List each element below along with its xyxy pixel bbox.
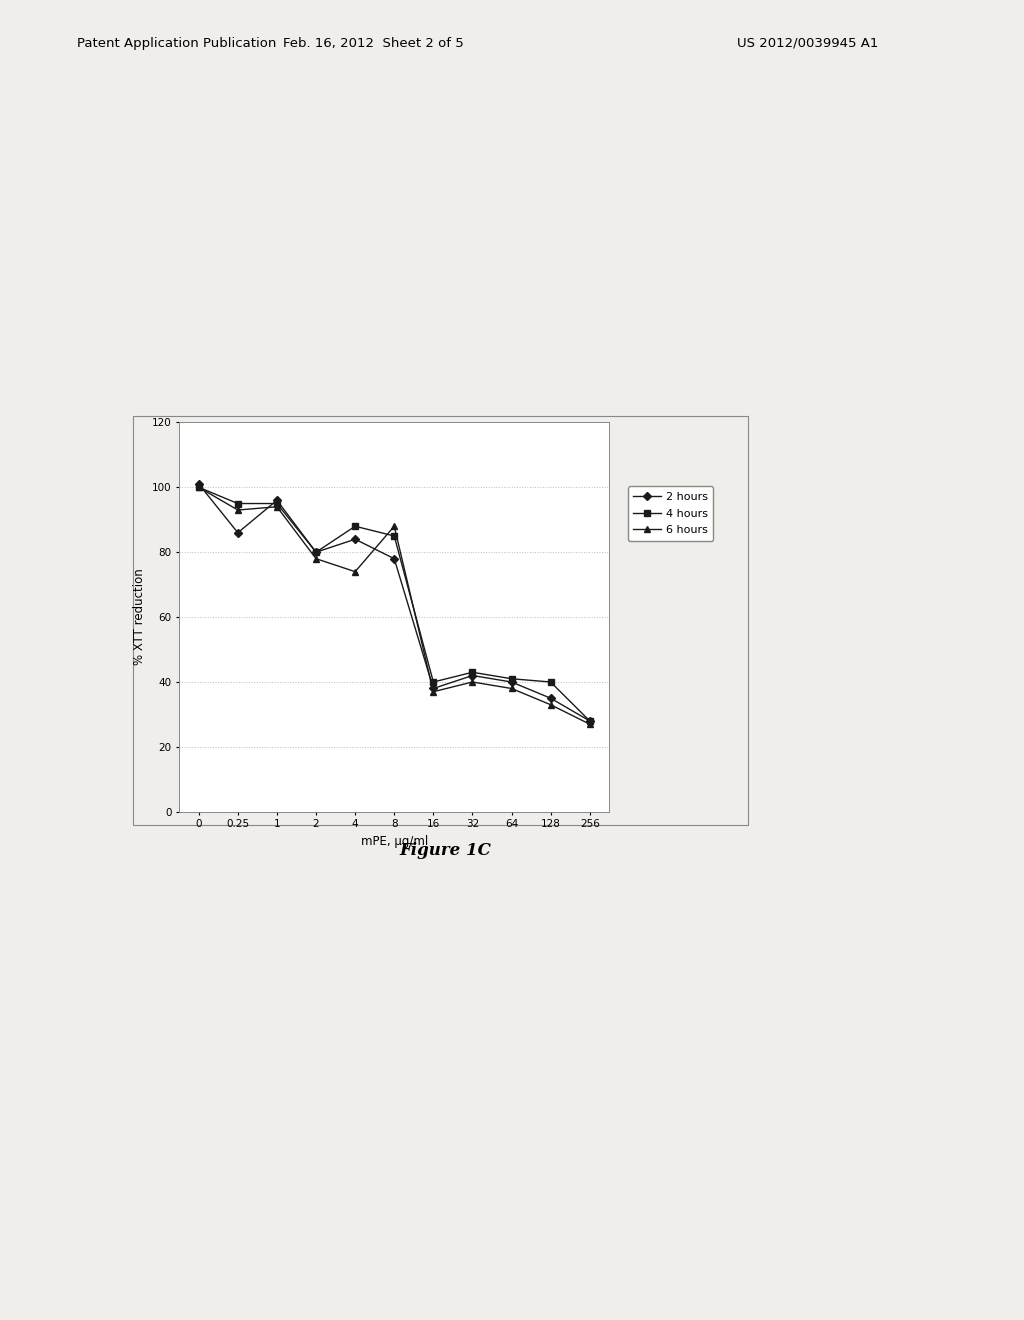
6 hours [466,675,478,690]
Text: Patent Application Publication: Patent Application Publication [77,37,276,50]
2 hours [270,492,283,508]
4 hours [545,675,557,690]
6 hours [584,717,596,733]
4 hours [349,519,361,535]
6 hours [545,697,557,713]
6 hours [388,519,400,535]
6 hours [310,550,323,566]
4 hours [193,479,205,495]
4 hours [427,675,439,690]
2 hours [466,668,478,684]
2 hours [506,675,518,690]
X-axis label: mPE, μg/ml: mPE, μg/ml [360,836,428,847]
Line: 2 hours: 2 hours [196,482,593,723]
Y-axis label: % XTT reduction: % XTT reduction [133,569,146,665]
2 hours [427,681,439,697]
2 hours [584,713,596,729]
6 hours [506,681,518,697]
4 hours [584,713,596,729]
Text: Figure 1C: Figure 1C [399,842,492,859]
2 hours [310,544,323,560]
4 hours [231,495,244,511]
2 hours [231,525,244,541]
Text: US 2012/0039945 A1: US 2012/0039945 A1 [737,37,879,50]
6 hours [349,564,361,579]
4 hours [270,495,283,511]
Line: 6 hours: 6 hours [196,484,593,727]
6 hours [231,502,244,517]
4 hours [466,664,478,680]
6 hours [193,479,205,495]
4 hours [310,544,323,560]
6 hours [270,499,283,515]
6 hours [427,684,439,700]
Line: 4 hours: 4 hours [196,484,593,723]
Legend: 2 hours, 4 hours, 6 hours: 2 hours, 4 hours, 6 hours [628,486,713,541]
4 hours [506,671,518,686]
2 hours [193,477,205,492]
2 hours [388,550,400,566]
2 hours [545,690,557,706]
2 hours [349,531,361,546]
Text: Feb. 16, 2012  Sheet 2 of 5: Feb. 16, 2012 Sheet 2 of 5 [284,37,464,50]
4 hours [388,528,400,544]
